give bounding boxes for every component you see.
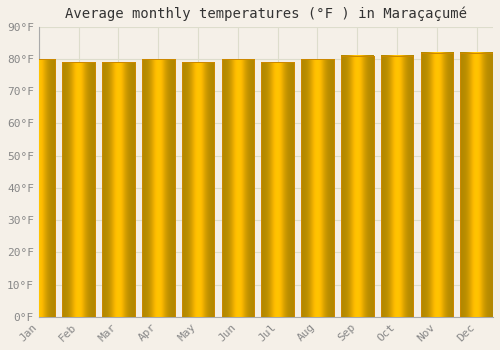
Bar xyxy=(182,62,214,317)
Title: Average monthly temperatures (°F ) in Maraçaçumé: Average monthly temperatures (°F ) in Ma… xyxy=(65,7,467,21)
Bar xyxy=(22,59,55,317)
Bar xyxy=(102,62,135,317)
Bar xyxy=(182,62,214,317)
Bar xyxy=(62,62,95,317)
Bar xyxy=(420,52,453,317)
Bar xyxy=(420,52,453,317)
Bar xyxy=(460,52,493,317)
Bar xyxy=(301,59,334,317)
Bar xyxy=(460,52,493,317)
Bar xyxy=(222,59,254,317)
Bar xyxy=(142,59,174,317)
Bar xyxy=(62,62,95,317)
Bar xyxy=(381,56,414,317)
Bar xyxy=(102,62,135,317)
Bar xyxy=(341,56,374,317)
Bar xyxy=(301,59,334,317)
Bar xyxy=(22,59,55,317)
Bar xyxy=(341,56,374,317)
Bar xyxy=(142,59,174,317)
Bar xyxy=(222,59,254,317)
Bar xyxy=(262,62,294,317)
Bar xyxy=(262,62,294,317)
Bar xyxy=(381,56,414,317)
